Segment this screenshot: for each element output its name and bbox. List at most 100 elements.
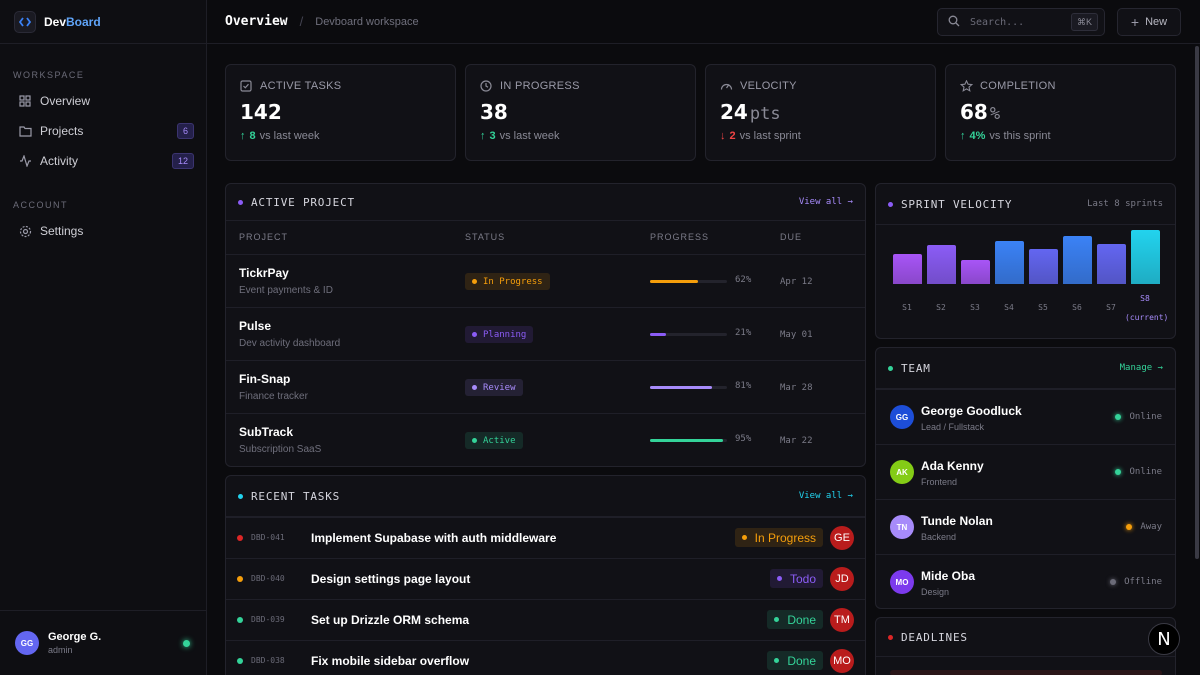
avatar: GG (890, 405, 914, 429)
project-name: SubTrack (239, 425, 294, 439)
velocity-bar-s7[interactable] (1097, 244, 1126, 284)
sidebar-item-activity[interactable]: Activity 12 (12, 148, 194, 174)
new-button[interactable]: + New (1117, 8, 1181, 36)
velocity-bar-s4[interactable] (995, 241, 1024, 284)
page-title: Overview (225, 14, 288, 29)
panel-dot (888, 365, 893, 371)
velocity-tick-label: S1 (902, 303, 912, 312)
due-date: Mar 28 (780, 383, 813, 393)
view-all-projects-link[interactable]: View all → (798, 197, 853, 207)
member-role: Design (921, 587, 950, 597)
brand-name: DevBoard (44, 14, 101, 29)
status-badge: In Progress (734, 528, 823, 547)
member-name: Ada Kenny (921, 459, 984, 473)
scrollbar[interactable] (1195, 46, 1199, 559)
search-input[interactable]: Search... ⌘K (937, 8, 1105, 36)
stat-card-velocity: VELOCITY 24 pts ↓ 2 vs last sprint (705, 64, 936, 161)
stat-label: IN PROGRESS (500, 79, 580, 92)
star-icon (960, 79, 973, 92)
stat-label: ACTIVE TASKS (260, 79, 342, 92)
avatar[interactable]: MO (830, 649, 854, 673)
stat-unit: % (989, 104, 1001, 124)
stat-delta: 8 (249, 130, 256, 142)
search-icon (948, 15, 960, 30)
task-title: Set up Drizzle ORM schema (311, 613, 470, 627)
avatar[interactable]: TM (830, 608, 854, 632)
list-item[interactable]: DBD-039 Set up Drizzle ORM schema Done TM (226, 599, 865, 640)
current-sprint-note: (current) (1125, 313, 1169, 322)
breadcrumb-workspace[interactable]: Devboard workspace (315, 15, 419, 28)
velocity-bar-s8[interactable] (1131, 230, 1160, 284)
member-role: Backend (921, 532, 957, 542)
framework-badge[interactable]: N (1148, 623, 1180, 655)
task-title: Implement Supabase with auth middleware (311, 531, 557, 545)
sidebar-item-label: Projects (40, 124, 84, 138)
status-badge: Active (465, 432, 523, 449)
panel-dot (238, 199, 243, 205)
priority-dot (237, 658, 243, 664)
manage-team-link[interactable]: Manage → (1119, 363, 1163, 373)
due-date: Mar 22 (780, 436, 813, 446)
velocity-bar-s2[interactable] (927, 245, 956, 284)
sidebar-item-settings[interactable]: Settings (12, 218, 194, 244)
column-header: STATUS (465, 232, 506, 242)
user-role: admin (48, 645, 73, 655)
status-badge: Todo (769, 569, 823, 588)
avatar[interactable]: GE (830, 526, 854, 550)
column-header: PROJECT (239, 232, 289, 242)
stat-label: COMPLETION (980, 79, 1056, 92)
velocity-tick-label: S8 (1140, 294, 1150, 303)
sidebar-item-label: Activity (40, 154, 79, 168)
avatar: AK (890, 460, 914, 484)
sidebar-item-projects[interactable]: Projects 6 (12, 118, 194, 144)
list-item[interactable]: DBD-040 Design settings page layout Todo JD (226, 558, 865, 599)
stat-delta-text: vs last week (259, 130, 320, 142)
sprint-velocity-panel: SPRINT VELOCITY Last 8 sprints S1 S2 S3 S4 S… (875, 183, 1176, 339)
velocity-bar-s6[interactable] (1063, 236, 1092, 284)
member-name: Tunde Nolan (921, 514, 993, 528)
panel-dot (888, 634, 893, 640)
velocity-tick-label: S6 (1072, 303, 1082, 312)
team-member[interactable]: MO Mide Oba Design Offline (876, 554, 1175, 608)
member-role: Lead / Fullstack (921, 422, 985, 432)
activity-count-badge: 12 (171, 153, 194, 169)
progress-percent: 81% (735, 381, 752, 391)
velocity-bar-s3[interactable] (961, 260, 990, 284)
avatar[interactable]: JD (830, 567, 854, 591)
team-member[interactable]: AK Ada Kenny Frontend Online (876, 444, 1175, 499)
view-all-tasks-link[interactable]: View all → (798, 491, 853, 501)
table-row[interactable]: TickrPay Event payments & ID In Progress 62… (226, 254, 865, 307)
logo-icon (14, 10, 36, 33)
project-description: Finance tracker (239, 391, 308, 402)
status-badge: Done (767, 610, 823, 629)
velocity-bar-s5[interactable] (1029, 249, 1058, 284)
table-row[interactable]: Pulse Dev activity dashboard Planning 21% Ma… (226, 307, 865, 360)
activity-icon (18, 154, 32, 168)
status-badge: Planning (465, 326, 534, 343)
stat-card-active-tasks: ACTIVE TASKS 142 ↑ 8 vs last week (225, 64, 456, 161)
velocity-tick-label: S3 (970, 303, 980, 312)
presence-status: Online (1115, 467, 1162, 477)
sidebar: DevBoard WORKSPACE Overview Projects 6 A… (0, 0, 207, 675)
brand[interactable]: DevBoard (0, 0, 206, 44)
team-member[interactable]: GG George Goodluck Lead / Fullstack Online (876, 389, 1175, 444)
panel-title: TEAM (901, 361, 931, 375)
list-item[interactable]: DBD-038 Fix mobile sidebar overflow Done MO (226, 640, 865, 675)
velocity-bar-s1[interactable] (893, 254, 922, 284)
table-row[interactable]: Fin-Snap Finance tracker Review 81% Mar 28 (226, 360, 865, 413)
stat-value: 24 (720, 100, 748, 124)
table-row[interactable]: SubTrack Subscription SaaS Active 95% Mar 22 (226, 413, 865, 466)
team-member[interactable]: TN Tunde Nolan Backend Away (876, 499, 1175, 554)
priority-dot (237, 535, 243, 541)
progress-percent: 62% (735, 275, 752, 285)
user-profile[interactable]: GG George G. admin (0, 610, 206, 675)
velocity-chart-labels: S1 S2 S3 S4 S5 S6 S7 S8 (current) (890, 184, 1169, 338)
velocity-tick-label: S2 (936, 303, 946, 312)
list-item[interactable]: DBD-041 Implement Supabase with auth midd… (226, 517, 865, 558)
sidebar-item-label: Settings (40, 224, 84, 238)
avatar: MO (890, 570, 914, 594)
stat-delta: 4% (969, 130, 986, 142)
sidebar-item-overview[interactable]: Overview (12, 88, 194, 114)
task-id: DBD-039 (251, 615, 285, 624)
stat-delta: 2 (729, 130, 736, 142)
